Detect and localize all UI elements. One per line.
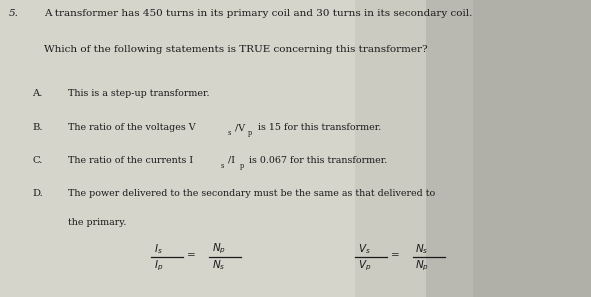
Text: $I_p$: $I_p$ (154, 258, 163, 273)
Text: $N_p$: $N_p$ (212, 242, 226, 256)
Text: s: s (221, 162, 225, 170)
Text: /V: /V (235, 123, 245, 132)
Text: The power delivered to the secondary must be the same as that delivered to: The power delivered to the secondary mus… (68, 189, 435, 198)
Text: p: p (248, 129, 252, 137)
Text: 5.: 5. (9, 9, 19, 18)
FancyBboxPatch shape (355, 0, 473, 297)
FancyBboxPatch shape (0, 0, 461, 297)
Text: p: p (239, 162, 243, 170)
Text: =: = (187, 251, 196, 260)
Text: is 0.067 for this transformer.: is 0.067 for this transformer. (246, 156, 387, 165)
Text: D.: D. (33, 189, 43, 198)
Text: s: s (228, 129, 231, 137)
Text: $V_p$: $V_p$ (358, 258, 371, 273)
Text: Which of the following statements is TRUE concerning this transformer?: Which of the following statements is TRU… (44, 45, 428, 53)
FancyBboxPatch shape (426, 0, 591, 297)
Text: A.: A. (33, 89, 43, 98)
Text: $I_s$: $I_s$ (154, 242, 163, 256)
Text: $V_s$: $V_s$ (358, 242, 371, 256)
Text: the primary.: the primary. (68, 218, 126, 227)
Text: $N_s$: $N_s$ (415, 242, 429, 256)
Text: =: = (391, 251, 400, 260)
Text: $N_s$: $N_s$ (212, 258, 225, 272)
Text: The ratio of the currents I: The ratio of the currents I (68, 156, 193, 165)
Text: $N_p$: $N_p$ (415, 258, 430, 273)
Text: The ratio of the voltages V: The ratio of the voltages V (68, 123, 196, 132)
Text: is 15 for this transformer.: is 15 for this transformer. (255, 123, 381, 132)
Text: /I: /I (228, 156, 235, 165)
Text: This is a step-up transformer.: This is a step-up transformer. (68, 89, 209, 98)
Text: A transformer has 450 turns in its primary coil and 30 turns in its secondary co: A transformer has 450 turns in its prima… (44, 9, 473, 18)
Text: B.: B. (33, 123, 43, 132)
Text: C.: C. (33, 156, 43, 165)
